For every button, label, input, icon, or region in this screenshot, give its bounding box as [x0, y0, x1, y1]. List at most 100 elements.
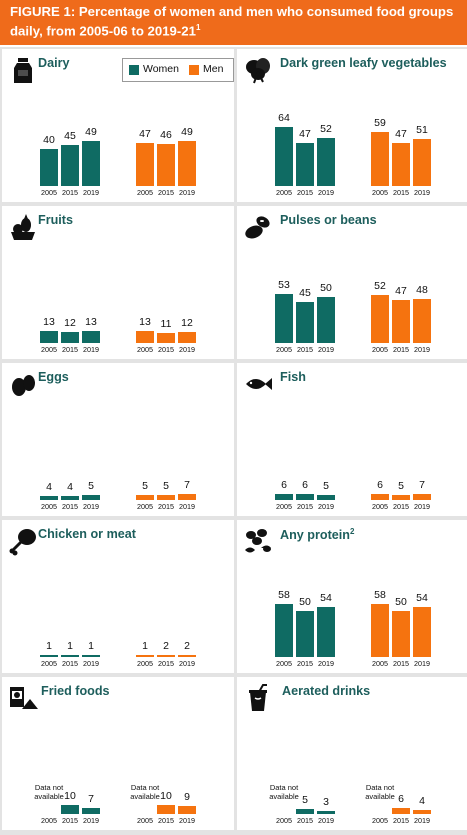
year-label: 2005 — [372, 659, 388, 668]
women-bar — [317, 138, 335, 186]
year-label: 2019 — [179, 345, 195, 354]
panel-title: Eggs — [38, 370, 69, 384]
chart-panel-6: Fish 2005 6 2015 6 2019 5 2005 6 2015 5 2019 7 — [237, 363, 467, 516]
value-label: 6 — [302, 479, 308, 492]
men-bar — [413, 139, 431, 186]
value-label: 47 — [139, 127, 151, 140]
chart-panel-4: Pulses or beans 2005 53 2015 45 2019 50 2005 52 2… — [237, 206, 467, 359]
year-label: 2015 — [158, 659, 174, 668]
legend-women-label: Women — [143, 63, 179, 75]
women-bar — [296, 494, 314, 500]
men-bar — [136, 142, 154, 186]
chips-bag-icon — [8, 683, 38, 713]
value-label: 7 — [419, 478, 425, 491]
value-label: 51 — [416, 124, 428, 137]
year-label: 2015 — [393, 502, 409, 511]
data-not-available-label: Data not available — [34, 783, 64, 801]
year-label: 2019 — [83, 345, 99, 354]
year-label: 2005 — [137, 188, 153, 197]
year-label: 2005 — [137, 502, 153, 511]
value-label: 53 — [278, 279, 290, 292]
value-label: 40 — [43, 134, 55, 147]
legend-men-swatch — [189, 65, 199, 75]
year-label: 2019 — [179, 502, 195, 511]
legend: Women Men — [122, 58, 234, 82]
women-bar — [82, 807, 100, 814]
year-label: 2015 — [297, 345, 313, 354]
value-label: 12 — [181, 316, 193, 329]
value-label: 4 — [419, 795, 425, 808]
value-label: 9 — [184, 790, 190, 803]
year-label: 2005 — [276, 502, 292, 511]
year-label: 2005 — [276, 816, 292, 825]
chart-panel-5: Eggs 2005 4 2015 4 2019 5 2005 5 2015 5 2019 7 — [2, 363, 234, 516]
men-bar — [392, 611, 410, 657]
men-bar — [157, 655, 175, 657]
men-bar — [413, 810, 431, 814]
men-bar — [178, 140, 196, 186]
panel-title-footnote: 2 — [349, 527, 355, 536]
value-label: 49 — [85, 125, 97, 138]
women-bar — [61, 496, 79, 500]
value-label: 50 — [299, 596, 311, 608]
women-bar — [61, 144, 79, 186]
men-bar — [178, 805, 196, 814]
men-bar — [413, 298, 431, 343]
men-bar — [371, 603, 389, 657]
women-bar — [317, 607, 335, 657]
milk-bottle-icon — [8, 55, 38, 85]
value-label: 1 — [46, 640, 52, 652]
men-bar — [413, 493, 431, 500]
value-label: 13 — [85, 316, 97, 329]
year-label: 2019 — [318, 816, 334, 825]
women-bar — [82, 140, 100, 186]
value-label: 52 — [374, 280, 386, 293]
year-label: 2019 — [414, 502, 430, 511]
year-label: 2019 — [318, 188, 334, 197]
value-label: 45 — [64, 129, 76, 142]
legend-women-swatch — [129, 65, 139, 75]
women-bar — [40, 149, 58, 186]
eggs-icon — [8, 369, 38, 399]
data-not-available-label: Data not available — [365, 783, 395, 801]
year-label: 2005 — [372, 188, 388, 197]
men-bar — [157, 495, 175, 500]
value-label: 2 — [163, 640, 169, 652]
men-bar — [157, 332, 175, 343]
year-label: 2015 — [393, 659, 409, 668]
year-label: 2015 — [62, 816, 78, 825]
women-bar — [275, 603, 293, 657]
value-label: 5 — [323, 480, 329, 493]
value-label: 49 — [181, 125, 193, 138]
value-label: 13 — [43, 316, 55, 329]
women-bar — [61, 655, 79, 657]
chart-panel-3: Fruits 2005 13 2015 12 2019 13 2005 13 2015 11 2019… — [2, 206, 234, 359]
year-label: 2015 — [393, 816, 409, 825]
men-bar — [178, 493, 196, 500]
women-bar — [82, 331, 100, 343]
value-label: 47 — [395, 127, 407, 140]
women-bar — [275, 494, 293, 500]
value-label: 6 — [398, 793, 404, 806]
value-label: 47 — [395, 284, 407, 297]
value-label: 4 — [46, 481, 52, 494]
value-label: 4 — [67, 481, 73, 494]
year-label: 2005 — [372, 816, 388, 825]
data-not-available-label: Data not available — [130, 783, 160, 801]
value-label: 48 — [416, 283, 428, 296]
chart-panel-7: Chicken or meat 2005 1 2015 1 2019 1 2005 1 2015 2… — [2, 520, 234, 673]
year-label: 2019 — [179, 816, 195, 825]
year-label: 2019 — [318, 502, 334, 511]
year-label: 2019 — [179, 659, 195, 668]
value-label: 45 — [299, 286, 311, 299]
value-label: 11 — [160, 317, 172, 330]
value-label: 12 — [64, 316, 76, 329]
year-label: 2015 — [393, 188, 409, 197]
men-bar — [371, 131, 389, 186]
panel-title: Dark green leafy vegetables — [280, 56, 447, 70]
men-bar — [371, 295, 389, 343]
year-label: 2019 — [83, 816, 99, 825]
panel-title: Fruits — [38, 213, 73, 227]
men-bar — [392, 142, 410, 186]
year-label: 2005 — [372, 502, 388, 511]
